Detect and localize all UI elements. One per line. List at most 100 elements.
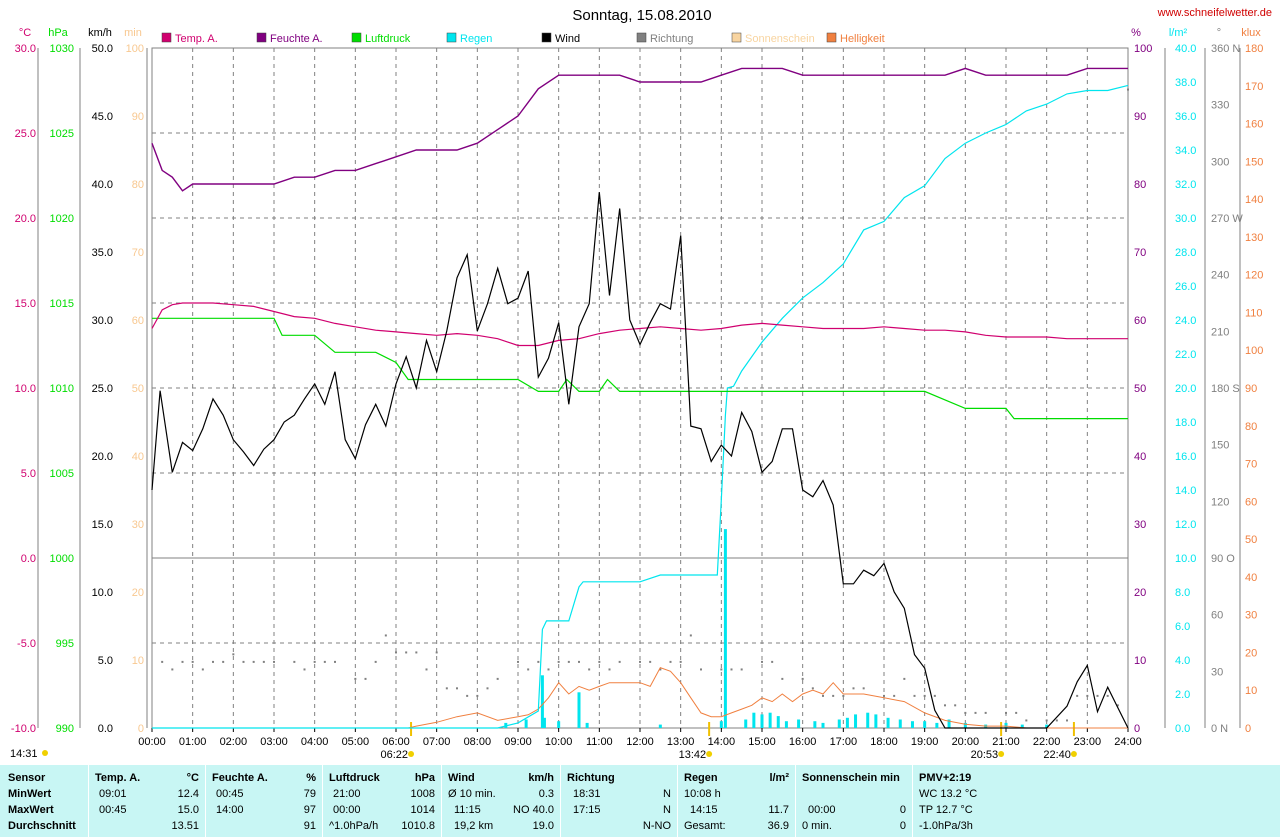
rain-bar	[744, 719, 748, 728]
temp-tick-label: 15.0	[15, 298, 36, 310]
rain-bar	[723, 529, 727, 728]
direction-point	[954, 704, 957, 707]
legend-label: Feuchte A.	[270, 33, 323, 45]
brightness-tick-label: 50	[1245, 534, 1257, 546]
direction-point	[222, 660, 225, 663]
pressure-tick-label: 1010	[50, 383, 74, 395]
row-label-avg: Durchschnitt	[8, 820, 76, 832]
direction-point	[567, 660, 570, 663]
humidity-line	[151, 67, 1128, 192]
direction-point	[171, 668, 174, 671]
column-divider	[677, 765, 678, 837]
direction-point	[944, 704, 946, 707]
rain-bar	[837, 719, 841, 728]
rain-unit: l/m²	[769, 772, 789, 784]
direction-max-value: N	[663, 804, 671, 816]
pressure-avg-value: 1010.8	[401, 820, 435, 832]
sun-icon	[42, 750, 48, 756]
direction-point	[679, 660, 682, 663]
brightness-tick-label: 180	[1245, 43, 1263, 55]
brightness-tick-label: 170	[1245, 81, 1263, 93]
sun-marker-label: 06:22	[381, 749, 409, 761]
direction-point	[1096, 694, 1099, 697]
temp-avg-value: 13.51	[171, 820, 199, 832]
rain-tick-label: 6.0	[1175, 621, 1190, 633]
direction-point	[354, 677, 357, 680]
direction-point	[689, 634, 692, 637]
legend-label: Helligkeit	[840, 33, 885, 45]
brightness-tick-label: 150	[1245, 156, 1263, 168]
direction-point	[232, 653, 235, 656]
unit-label: klux	[1241, 27, 1261, 39]
direction-tick-label: 270 W	[1211, 213, 1243, 225]
direction-point	[1055, 719, 1058, 722]
direction-point	[252, 660, 255, 663]
direction-point	[1076, 694, 1079, 697]
row-label-min: MinWert	[8, 788, 52, 800]
legend-label: Richtung	[650, 33, 693, 45]
direction-tick-label: 240	[1211, 270, 1229, 282]
pressure-line	[152, 317, 1128, 420]
rain-bar	[719, 721, 723, 728]
humidity-tick-label: 10	[1134, 655, 1146, 667]
temp-tick-label: -10.0	[11, 723, 36, 735]
humidity-title: Feuchte A.	[212, 772, 268, 784]
direction-point	[608, 668, 611, 671]
direction-point	[262, 660, 265, 663]
time-tick-label: 03:00	[260, 736, 288, 748]
legend-label: Regen	[460, 33, 492, 45]
direction-point	[476, 694, 479, 697]
direction-tick-label: 180 S	[1211, 383, 1240, 395]
humidity-tick-label: 90	[1134, 111, 1146, 123]
direction-point	[588, 668, 591, 671]
humidity-tick-label: 20	[1134, 587, 1146, 599]
column-divider	[205, 765, 206, 837]
rain-bar	[540, 675, 544, 728]
wind-tick-label: 0.0	[98, 723, 113, 735]
direction-point	[700, 668, 702, 671]
rain-bar	[898, 719, 902, 728]
rain-bar	[910, 721, 914, 728]
wind-tick-label: 50.0	[92, 43, 113, 55]
rain-bar	[784, 721, 788, 728]
temp-tick-label: 30.0	[15, 43, 36, 55]
direction-tick-label: 120	[1211, 496, 1229, 508]
brightness-tick-label: 70	[1245, 459, 1257, 471]
direction-point	[466, 694, 469, 697]
direction-point	[781, 677, 784, 680]
brightness-tick-label: 60	[1245, 496, 1257, 508]
rain-bar	[854, 714, 858, 728]
time-tick-label: 14:00	[708, 736, 736, 748]
direction-point	[740, 668, 743, 671]
time-tick-label: 22:00	[1033, 736, 1061, 748]
rain-max-time: 14:15	[690, 804, 718, 816]
column-divider	[88, 765, 89, 837]
temp-tick-label: 0.0	[21, 553, 36, 565]
rain-bar	[874, 714, 878, 728]
direction-point	[303, 668, 306, 671]
direction-point	[273, 660, 275, 663]
humidity-max-value: 97	[303, 804, 316, 816]
direction-point	[425, 668, 428, 671]
pressure-max-time: 00:00	[333, 804, 361, 816]
site-link[interactable]: www.schneifelwetter.de	[1157, 7, 1272, 19]
rain-tick-label: 38.0	[1175, 77, 1196, 89]
pressure-tick-label: 1020	[50, 213, 74, 225]
direction-point	[598, 660, 601, 663]
legend-swatch	[731, 32, 742, 43]
rain-bar	[585, 722, 589, 728]
chart-series	[151, 67, 1129, 729]
rain-tick-label: 2.0	[1175, 689, 1190, 701]
wind-tick-label: 45.0	[92, 111, 113, 123]
wind-tick-label: 15.0	[92, 519, 113, 531]
rain-tick-label: 8.0	[1175, 587, 1190, 599]
legend-label: Sonnenschein	[745, 33, 815, 45]
direction-tick-label: 210	[1211, 326, 1229, 338]
direction-point	[364, 677, 367, 680]
sun-marker-icon	[408, 751, 415, 757]
direction-point	[537, 660, 540, 663]
wind-avg-value: 19.0	[532, 820, 554, 832]
temp-max-value: 15.0	[177, 804, 199, 816]
sunshine-title: Sonnenschein min	[802, 772, 900, 784]
time-tick-label: 23:00	[1074, 736, 1102, 748]
